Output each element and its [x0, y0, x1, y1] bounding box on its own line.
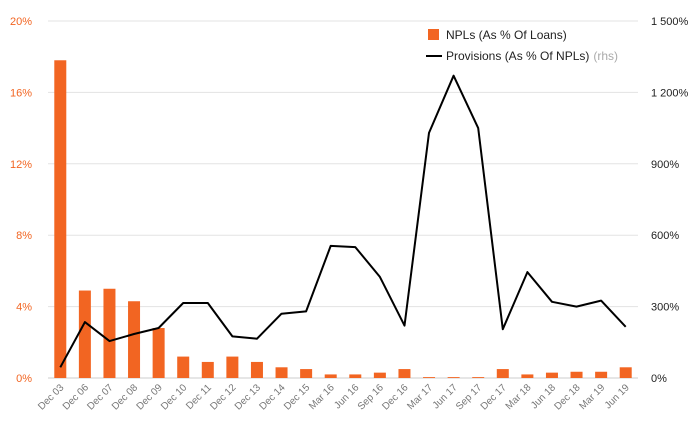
x-axis-tick-label: Dec 16 — [380, 382, 410, 412]
bar — [78, 290, 91, 378]
x-axis-tick-label: Sep 16 — [356, 382, 386, 412]
left-axis-tick-label: 8% — [16, 230, 32, 242]
x-axis-tick-label: Dec 12 — [208, 382, 238, 412]
bar — [398, 369, 411, 378]
bar — [373, 372, 386, 378]
left-axis-tick-label: 0% — [16, 373, 32, 385]
bar — [423, 377, 436, 378]
bar — [472, 377, 485, 378]
x-axis-tick-label: Mar 18 — [504, 382, 534, 412]
right-axis-tick-label: 600% — [651, 230, 679, 242]
legend-marker-npls — [428, 29, 439, 40]
provisions-line — [59, 74, 627, 368]
right-axis-tick-label: 1 200% — [651, 87, 689, 99]
x-axis-tick-label: Dec 17 — [479, 382, 509, 412]
x-axis-tick-label: Dec 10 — [159, 382, 189, 412]
bar — [324, 374, 337, 378]
bar — [54, 60, 67, 379]
x-axis-tick-label: Mar 16 — [307, 382, 337, 412]
right-axis-tick-label: 0% — [651, 373, 667, 385]
x-axis-tick-label: Dec 07 — [85, 382, 115, 412]
bar — [201, 361, 214, 378]
bar — [152, 328, 165, 378]
bar — [447, 377, 460, 378]
bar — [103, 288, 116, 378]
bar — [250, 361, 263, 378]
x-axis-tick-label: Mar 19 — [577, 382, 607, 412]
right-axis-tick-label: 900% — [651, 159, 679, 171]
left-axis-tick-label: 4% — [16, 302, 32, 314]
x-axis-tick-label: Jun 19 — [603, 382, 632, 411]
x-axis-tick-label: Dec 13 — [233, 382, 263, 412]
x-axis-tick-label: Dec 14 — [257, 382, 287, 412]
x-axis-tick-label: Dec 03 — [36, 382, 66, 412]
bar — [226, 356, 239, 378]
bar — [545, 372, 558, 378]
bar — [300, 369, 313, 378]
legend-label-npls: NPLs (As % Of Loans) — [446, 28, 567, 42]
bar — [177, 356, 190, 378]
x-axis-tick-label: Dec 08 — [110, 382, 140, 412]
bar — [619, 367, 632, 378]
bar — [275, 367, 288, 378]
bar — [349, 374, 362, 378]
x-axis-tick-label: Dec 06 — [61, 382, 91, 412]
legend-label-provisions: Provisions (As % Of NPLs) — [446, 49, 589, 63]
x-axis-tick-label: Dec 09 — [135, 382, 165, 412]
bar — [570, 371, 583, 378]
x-axis-tick-label: Mar 17 — [405, 382, 435, 412]
right-axis-tick-label: 300% — [651, 302, 679, 314]
x-axis-tick-label: Dec 18 — [552, 382, 582, 412]
left-axis-tick-label: 20% — [10, 16, 32, 28]
bar — [128, 301, 141, 378]
right-axis-tick-label: 1 500% — [651, 16, 689, 28]
legend-label-rhs: (rhs) — [593, 49, 618, 63]
bar — [595, 371, 608, 378]
x-axis-tick-label: Dec 15 — [282, 382, 312, 412]
bar — [521, 374, 534, 378]
x-axis-tick-label: Sep 17 — [454, 382, 484, 412]
left-axis-tick-label: 16% — [10, 87, 32, 99]
left-axis-tick-label: 12% — [10, 159, 32, 171]
bar — [496, 369, 509, 378]
